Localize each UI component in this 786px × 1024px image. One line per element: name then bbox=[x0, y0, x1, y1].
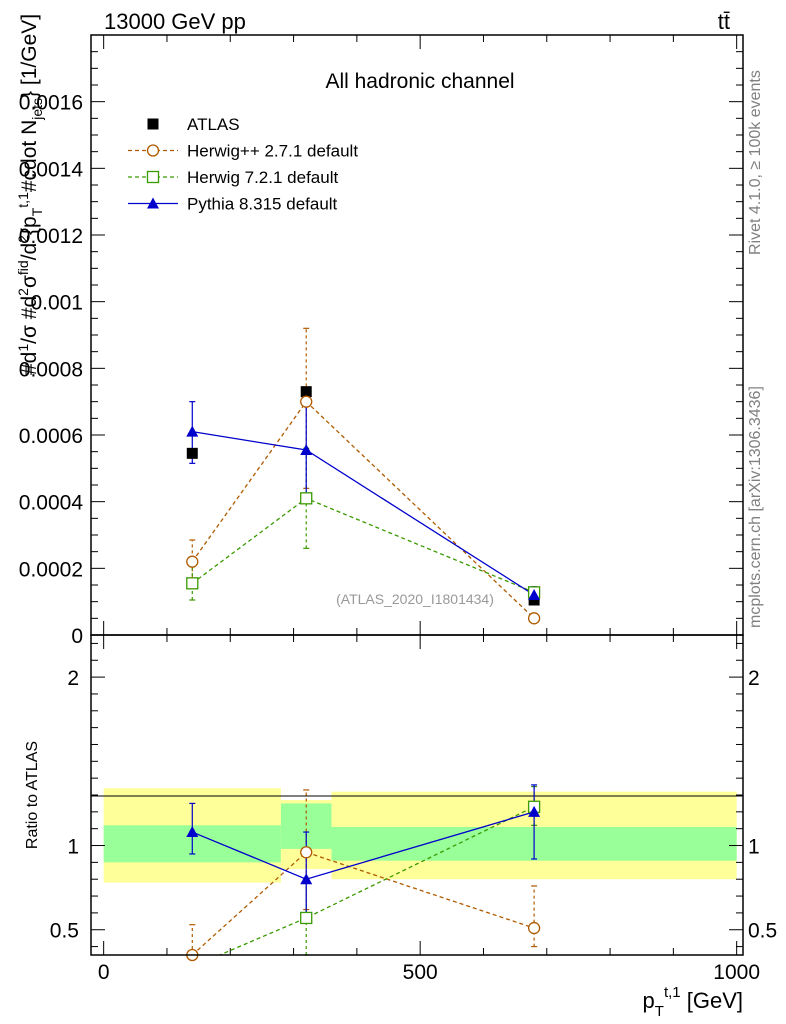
main-data-point bbox=[186, 447, 198, 459]
legend-marker bbox=[147, 118, 159, 130]
ratio-data-point bbox=[300, 873, 313, 885]
main-y-axis-label-text: #d1/σ #d2σfid/d2{pTt,1#cdot Njets} [1/Ge… bbox=[15, 14, 45, 375]
ratio-markers bbox=[186, 800, 541, 962]
main-axis-ticks bbox=[91, 34, 743, 636]
ratio-series-line bbox=[191, 851, 535, 955]
main-data-point bbox=[528, 589, 541, 600]
legend-entry-label: Herwig++ 2.7.1 default bbox=[187, 142, 358, 161]
chart-title: All hadronic channel bbox=[325, 70, 514, 93]
main-y-tick-labels: 0 0.0002 0.0004 0.0006 0.0008 0.001 0.0012 0.00… bbox=[19, 92, 84, 648]
main-y-tick-label: 0.0016 bbox=[19, 92, 83, 115]
main-y-tick-label: 0.0012 bbox=[19, 225, 83, 248]
ratio-data-point bbox=[300, 911, 313, 925]
mcplots-label: mcplots.cern.ch [arXiv:1306.3436] bbox=[747, 386, 764, 628]
main-data-point bbox=[300, 444, 313, 455]
ratio-axis-ticks bbox=[91, 635, 743, 955]
ratio-y-tick-label: 1 bbox=[67, 836, 79, 859]
legend-entry-label: Pythia 8.315 default bbox=[187, 195, 338, 214]
ratio-y-tick-label-right: 2 bbox=[748, 667, 760, 690]
x-tick-label: 1000 bbox=[713, 961, 760, 984]
main-series-line bbox=[191, 497, 535, 593]
main-data-point bbox=[527, 612, 541, 625]
main-data-point bbox=[300, 386, 312, 398]
analysis-watermark: (ATLAS_2020_I1801434) bbox=[336, 591, 494, 607]
main-data-point bbox=[300, 492, 313, 505]
main-data-point bbox=[300, 395, 313, 408]
main-y-tick-label: 0.0006 bbox=[19, 425, 83, 448]
rivet-version-label: Rivet 4.1.0, ≥ 100k events bbox=[747, 70, 764, 255]
legend-marker bbox=[147, 197, 159, 209]
main-data-point bbox=[186, 555, 199, 568]
legend-entry-label: Herwig 7.2.1 default bbox=[187, 168, 338, 187]
header-energy-label: 13000 GeV pp bbox=[104, 9, 246, 34]
ratio-y-tick-labels: 0.5 0.5 1 1 2 2 bbox=[50, 667, 777, 943]
main-y-tick-label: 0.0002 bbox=[19, 558, 83, 581]
ratio-y-tick-label: 0.5 bbox=[50, 920, 79, 943]
ratio-y-tick-label: 2 bbox=[67, 667, 79, 690]
legend-marker bbox=[146, 144, 160, 157]
main-y-tick-label: 0 bbox=[71, 625, 83, 648]
ratio-plot-frame bbox=[90, 634, 744, 956]
main-data-point bbox=[186, 425, 199, 437]
legend-entry-label: ATLAS bbox=[187, 115, 240, 134]
x-axis-label: pTt,1 [GeV] bbox=[643, 984, 743, 1020]
ratio-y-tick-label-right: 0.5 bbox=[748, 920, 777, 943]
ratio-data-point bbox=[528, 805, 541, 817]
main-y-axis-label: #d1/σ #d2σfid/d2{pTt,1#cdot Njets} [1/Ge… bbox=[15, 14, 45, 375]
ratio-y-axis-label: Ratio to ATLAS bbox=[24, 741, 41, 849]
ratio-data-point bbox=[527, 921, 541, 935]
main-y-tick-label: 0.0008 bbox=[19, 358, 83, 381]
main-data-point bbox=[186, 577, 199, 590]
main-y-tick-label: 0.0014 bbox=[19, 158, 84, 181]
main-y-tick-label: 0.001 bbox=[30, 292, 83, 315]
ratio-uncertainty-bands bbox=[103, 788, 737, 883]
x-tick-label: 500 bbox=[403, 961, 438, 984]
x-tick-labels: 0 500 1000 bbox=[98, 961, 760, 984]
ratio-data-point bbox=[186, 826, 199, 838]
main-y-tick-label: 0.0004 bbox=[19, 492, 84, 515]
legend-marker bbox=[146, 170, 160, 184]
main-error-bars bbox=[189, 327, 538, 623]
main-series-lines bbox=[191, 400, 535, 619]
ratio-data-point bbox=[300, 846, 313, 859]
header-process-label: tt̄ bbox=[718, 9, 730, 34]
legend: ATLAS Herwig++ 2.7.1 default Herwig 7.2.1 … bbox=[128, 115, 358, 214]
main-markers bbox=[186, 386, 541, 625]
main-series-line bbox=[191, 400, 535, 619]
x-tick-label: 0 bbox=[98, 961, 110, 984]
ratio-y-tick-label-right: 1 bbox=[748, 836, 760, 859]
